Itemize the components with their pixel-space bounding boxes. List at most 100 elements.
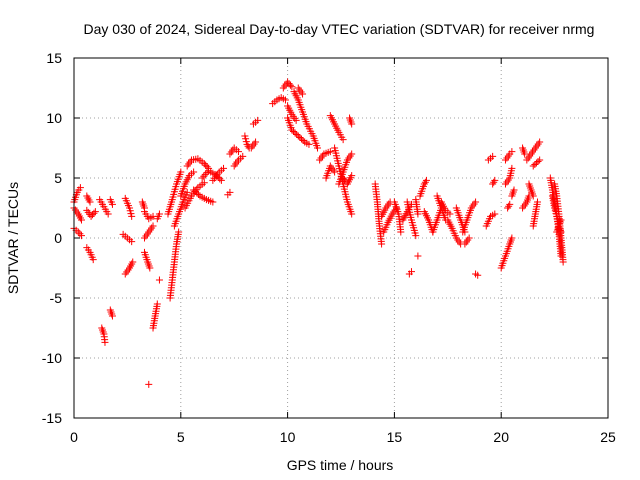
data-point xyxy=(76,230,84,238)
data-point xyxy=(529,162,537,170)
data-point xyxy=(491,210,499,218)
data-point xyxy=(505,202,513,210)
data-point xyxy=(299,137,307,144)
data-point xyxy=(149,222,157,230)
data-point xyxy=(297,135,305,143)
data-point xyxy=(175,228,183,236)
data-point xyxy=(153,300,161,308)
data-point xyxy=(348,210,356,218)
x-tick-label: 10 xyxy=(280,429,296,445)
data-point xyxy=(531,161,539,168)
data-point xyxy=(534,198,542,206)
data-point xyxy=(508,234,516,242)
data-point xyxy=(191,188,199,195)
data-point xyxy=(293,131,301,138)
data-point xyxy=(534,158,542,165)
data-point xyxy=(155,276,163,284)
data-point xyxy=(292,116,300,124)
data-point xyxy=(397,228,405,236)
data-point xyxy=(129,258,137,266)
data-point xyxy=(202,161,210,169)
data-point xyxy=(284,78,292,86)
data-point xyxy=(77,216,85,224)
data-point xyxy=(378,240,386,248)
y-axis-label: SDTVAR / TECUs xyxy=(5,182,21,294)
data-point xyxy=(474,271,482,279)
data-point xyxy=(243,140,251,148)
data-point xyxy=(508,164,516,172)
data-point xyxy=(296,134,304,141)
data-point xyxy=(305,140,313,148)
data-point xyxy=(326,148,334,156)
grid xyxy=(74,58,608,418)
data-point xyxy=(108,200,116,208)
data-point xyxy=(200,160,208,168)
data-point xyxy=(504,204,512,212)
x-tick-label: 15 xyxy=(387,429,403,445)
data-point xyxy=(201,170,209,178)
data-point xyxy=(521,150,529,158)
data-point xyxy=(87,212,95,220)
data-point xyxy=(108,312,116,320)
data-point xyxy=(536,156,544,164)
data-point xyxy=(291,129,299,137)
x-axis-ticks: 0 5 10 15 20 25 xyxy=(70,58,616,445)
data-point xyxy=(314,144,322,152)
y-tick-label: 5 xyxy=(54,170,62,186)
data-point xyxy=(414,252,422,260)
data-point xyxy=(559,258,567,266)
data-point xyxy=(198,174,206,182)
data-point xyxy=(203,169,211,177)
data-point xyxy=(294,132,302,140)
data-point xyxy=(128,212,136,220)
x-tick-label: 25 xyxy=(600,429,616,445)
data-point xyxy=(339,136,347,144)
data-point xyxy=(506,200,514,208)
data-point xyxy=(557,252,565,260)
data-point xyxy=(239,152,247,160)
data-point xyxy=(91,208,99,216)
data-point xyxy=(331,168,339,176)
data-point xyxy=(348,172,356,180)
data-point xyxy=(89,211,97,219)
data-point xyxy=(104,210,112,218)
data-point xyxy=(420,180,428,188)
y-tick-label: -15 xyxy=(42,410,62,426)
data-point xyxy=(422,176,430,184)
data-point xyxy=(508,148,516,156)
data-point xyxy=(90,209,98,217)
data-point xyxy=(190,186,198,194)
data-point xyxy=(254,116,262,124)
data-point xyxy=(421,178,429,186)
data-point xyxy=(200,179,208,187)
data-point xyxy=(286,81,294,89)
data-point xyxy=(194,191,202,198)
data-point xyxy=(128,238,136,246)
data-point xyxy=(193,189,201,197)
y-tick-label: 0 xyxy=(54,230,62,246)
data-point xyxy=(252,138,260,146)
data-point xyxy=(200,172,208,180)
y-axis-ticks: -15 -10 -5 0 5 10 15 xyxy=(42,50,608,426)
data-point xyxy=(101,338,109,346)
y-tick-label: -5 xyxy=(50,290,63,306)
data-point xyxy=(465,234,473,242)
data-point xyxy=(348,150,356,158)
data-point xyxy=(491,176,499,184)
chart-title: Day 030 of 2024, Sidereal Day-to-day VTE… xyxy=(84,21,595,37)
data-point xyxy=(217,176,225,184)
data-point xyxy=(472,198,480,206)
data-point xyxy=(557,216,565,224)
data-point xyxy=(155,210,163,218)
data-point xyxy=(281,96,289,104)
data-point xyxy=(89,256,97,264)
y-tick-label: -10 xyxy=(42,350,62,366)
data-point xyxy=(446,210,454,218)
data-point xyxy=(529,192,537,200)
data-point xyxy=(536,138,544,146)
x-axis-label: GPS time / hours xyxy=(287,457,394,473)
x-tick-label: 20 xyxy=(493,429,509,445)
y-tick-label: 10 xyxy=(46,110,62,126)
data-point xyxy=(288,126,296,134)
data-point xyxy=(299,90,307,98)
